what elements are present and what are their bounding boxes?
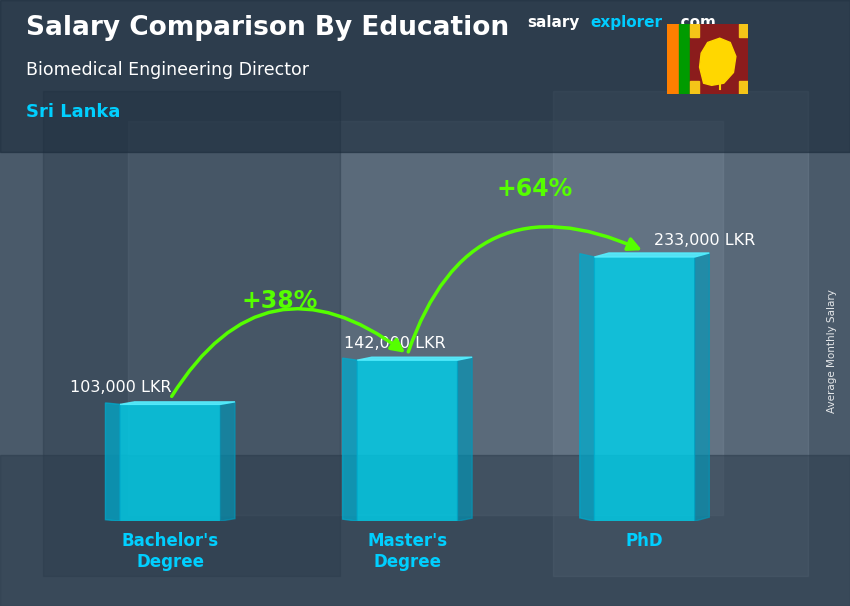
Text: Sri Lanka: Sri Lanka [26, 103, 120, 121]
Text: Biomedical Engineering Director: Biomedical Engineering Director [26, 61, 309, 79]
Polygon shape [580, 254, 594, 521]
Polygon shape [343, 358, 357, 521]
Text: Salary Comparison By Education: Salary Comparison By Education [26, 15, 508, 41]
Text: +38%: +38% [241, 289, 318, 313]
Bar [0, 0, 850, 152]
Bar [594, 257, 694, 521]
Text: 103,000 LKR: 103,000 LKR [70, 381, 172, 395]
Bar [552, 91, 808, 576]
Polygon shape [220, 402, 235, 521]
Text: 233,000 LKR: 233,000 LKR [654, 233, 755, 248]
Polygon shape [105, 403, 120, 521]
Bar [0, 454, 850, 606]
Bar [357, 360, 457, 521]
Bar [678, 24, 690, 94]
Bar [690, 24, 748, 94]
Bar [690, 24, 699, 37]
Bar [690, 81, 699, 94]
Bar [42, 91, 340, 576]
Text: .com: .com [676, 15, 717, 30]
Polygon shape [357, 357, 472, 360]
Bar [120, 404, 220, 521]
Bar [740, 81, 748, 94]
Text: salary: salary [527, 15, 580, 30]
Bar [667, 24, 678, 94]
Text: explorer: explorer [591, 15, 663, 30]
Polygon shape [700, 38, 736, 85]
Bar [128, 121, 722, 515]
Polygon shape [694, 253, 709, 521]
Text: +64%: +64% [497, 177, 573, 201]
Text: 142,000 LKR: 142,000 LKR [343, 336, 445, 351]
Text: Average Monthly Salary: Average Monthly Salary [827, 290, 837, 413]
Bar [740, 24, 748, 37]
Polygon shape [457, 357, 472, 521]
Polygon shape [594, 253, 709, 257]
Polygon shape [120, 402, 235, 404]
